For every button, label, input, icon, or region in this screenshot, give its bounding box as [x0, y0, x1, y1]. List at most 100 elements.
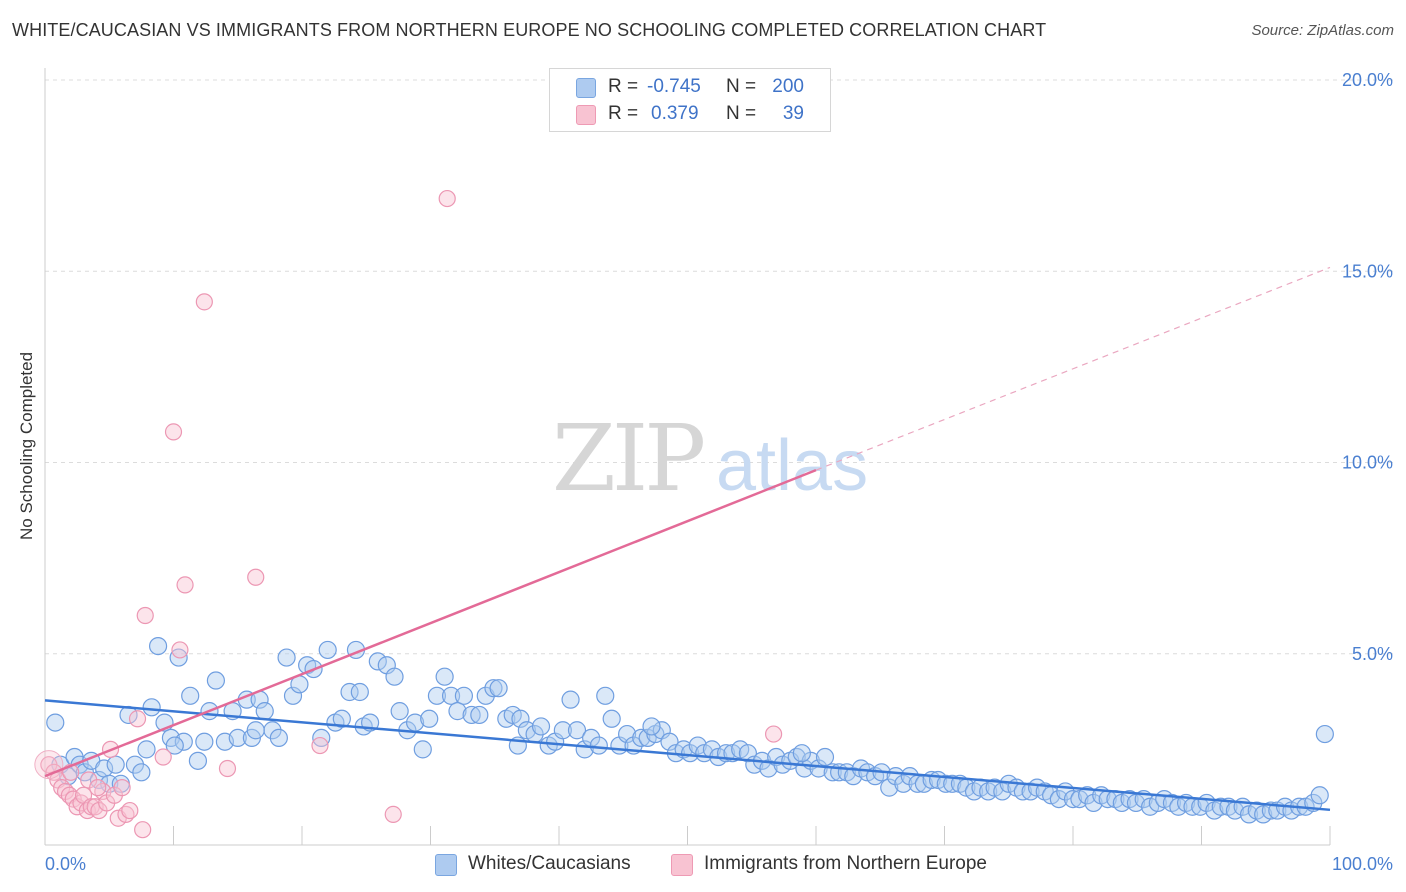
- data-point-immigrants: [218, 759, 237, 778]
- data-point-whites: [1084, 793, 1103, 813]
- axes: [44, 68, 1331, 846]
- legend: R = -0.745 N = 200 R = 0.379 N = 39: [549, 68, 831, 132]
- data-point-whites: [484, 679, 503, 698]
- data-point-whites: [1211, 797, 1230, 816]
- data-point-immigrants: [164, 423, 183, 441]
- x-tick-label: 0.0%: [45, 854, 86, 874]
- y-tick-label: 10.0%: [1342, 453, 1393, 473]
- data-point-whites: [1315, 724, 1334, 744]
- legend-r-value: 0.379: [651, 103, 699, 124]
- data-point-whites: [106, 755, 125, 774]
- data-point-whites: [195, 732, 214, 751]
- data-point-whites: [435, 667, 454, 686]
- data-point-whites: [632, 728, 651, 748]
- data-point-whites: [1063, 789, 1083, 809]
- data-point-whites: [454, 686, 474, 705]
- data-point-whites: [427, 686, 447, 705]
- data-point-whites: [553, 721, 572, 740]
- data-point-immigrants: [764, 725, 783, 743]
- data-point-whites: [255, 702, 274, 721]
- data-point-whites: [206, 671, 226, 690]
- legend-row-immigrants: R = 0.379 N = 39: [550, 101, 830, 127]
- data-point-whites: [602, 709, 621, 728]
- bottom-legend-swatch-pink: [671, 854, 693, 876]
- data-point-whites: [680, 744, 700, 763]
- data-point-whites: [350, 682, 369, 702]
- data-point-immigrants: [438, 189, 456, 208]
- data-point-whites: [332, 709, 351, 728]
- data-point-immigrants: [128, 710, 147, 728]
- data-point-immigrants: [136, 606, 154, 625]
- data-point-immigrants: [154, 748, 172, 766]
- data-point-whites: [815, 747, 835, 767]
- data-point-whites: [188, 751, 208, 770]
- y-tick-label: 5.0%: [1352, 644, 1393, 664]
- data-point-whites: [660, 732, 679, 751]
- legend-n-value: 200: [772, 76, 804, 97]
- data-point-whites: [448, 702, 467, 721]
- data-point-whites: [441, 686, 461, 705]
- data-point-whites: [420, 709, 439, 728]
- trend-line-immigrants-extrapolated: [815, 266, 1331, 471]
- data-point-whites: [589, 736, 608, 755]
- data-point-whites: [148, 636, 168, 656]
- data-point-immigrants: [121, 801, 139, 820]
- legend-r-label: R =: [608, 76, 639, 97]
- data-point-whites: [385, 667, 404, 686]
- data-point-whites: [318, 640, 337, 660]
- data-point-whites: [228, 728, 247, 748]
- data-point-immigrants: [176, 576, 194, 594]
- data-point-whites: [531, 717, 551, 736]
- data-point-whites: [511, 709, 530, 728]
- data-point-whites: [368, 652, 387, 671]
- y-tick-label: 15.0%: [1342, 261, 1393, 281]
- data-point-whites: [792, 744, 811, 763]
- data-point-whites: [567, 721, 587, 740]
- data-point-whites: [596, 686, 615, 705]
- data-point-whites: [642, 717, 661, 736]
- source-label: Source: ZipAtlas.com: [1251, 22, 1394, 39]
- legend-n-label: N =: [726, 76, 757, 97]
- data-point-whites: [809, 759, 828, 778]
- data-point-whites: [340, 682, 359, 702]
- legend-row-whites: R = -0.745 N = 200: [550, 74, 830, 100]
- data-point-whites: [880, 778, 899, 797]
- chart-title: WHITE/CAUCASIAN VS IMMIGRANTS FROM NORTH…: [12, 20, 1047, 40]
- watermark: ZIP atlas: [552, 405, 868, 512]
- data-point-whites: [462, 705, 481, 725]
- bottom-legend-label: Whites/Caucasians: [468, 853, 631, 874]
- bottom-legend-label: Immigrants from Northern Europe: [704, 853, 987, 874]
- data-point-whites: [618, 724, 637, 744]
- legend-swatch-blue: [576, 78, 596, 98]
- legend-r-label: R =: [608, 103, 639, 124]
- y-axis-label: No Schooling Completed: [17, 351, 36, 540]
- data-point-whites: [165, 736, 184, 755]
- data-point-immigrants: [113, 779, 131, 797]
- data-point-whites: [277, 648, 296, 667]
- data-point-immigrants: [89, 779, 107, 797]
- series-whites-points: [46, 636, 1334, 824]
- grid-lines: [45, 79, 1395, 655]
- legend-n-value: 39: [782, 103, 804, 124]
- data-point-immigrants: [247, 568, 265, 586]
- watermark-atlas: atlas: [716, 426, 868, 506]
- data-point-whites: [181, 686, 200, 705]
- data-point-whites: [561, 690, 580, 709]
- trend-lines: [44, 266, 1331, 812]
- data-point-whites: [137, 740, 156, 759]
- data-point-whites: [246, 721, 265, 740]
- x-tick-label: 100.0%: [1332, 854, 1393, 874]
- data-point-whites: [470, 705, 489, 725]
- data-point-whites: [489, 679, 508, 698]
- legend-n-label: N =: [726, 103, 757, 124]
- data-point-immigrants: [171, 641, 189, 659]
- data-point-whites: [269, 728, 288, 748]
- data-point-whites: [390, 702, 409, 721]
- data-point-whites: [132, 763, 151, 782]
- tick-labels: 5.0% 10.0% 15.0% 20.0% 0.0% 100.0%: [45, 70, 1393, 874]
- y-tick-label: 20.0%: [1342, 70, 1393, 90]
- data-point-immigrants: [134, 821, 152, 839]
- legend-r-value: -0.745: [647, 76, 701, 97]
- data-point-whites: [900, 767, 919, 786]
